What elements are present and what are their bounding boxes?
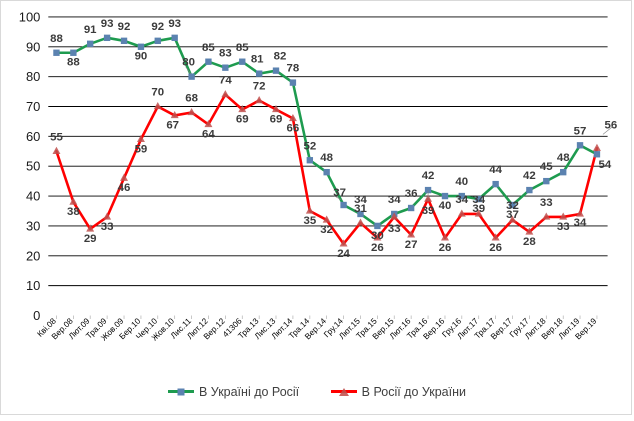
svg-text:31: 31: [354, 203, 367, 215]
svg-text:92: 92: [151, 21, 164, 33]
svg-text:32: 32: [506, 200, 519, 212]
svg-text:44: 44: [489, 164, 502, 176]
svg-text:35: 35: [303, 215, 316, 227]
svg-text:26: 26: [371, 242, 384, 254]
svg-text:10: 10: [26, 278, 40, 293]
svg-text:30: 30: [26, 218, 40, 233]
svg-text:67: 67: [166, 119, 179, 131]
svg-text:54: 54: [599, 159, 612, 171]
svg-text:46: 46: [118, 182, 131, 194]
svg-text:38: 38: [67, 206, 80, 218]
svg-text:69: 69: [270, 113, 283, 125]
svg-text:26: 26: [439, 242, 452, 254]
svg-text:52: 52: [303, 140, 316, 152]
svg-text:64: 64: [202, 128, 215, 140]
svg-text:60: 60: [26, 129, 40, 144]
svg-text:68: 68: [185, 93, 198, 105]
svg-text:24: 24: [337, 248, 350, 260]
svg-text:85: 85: [202, 42, 215, 54]
svg-text:0: 0: [33, 308, 40, 323]
svg-text:28: 28: [523, 236, 536, 248]
svg-text:88: 88: [50, 33, 63, 45]
svg-text:33: 33: [388, 223, 401, 235]
svg-text:70: 70: [151, 87, 164, 99]
svg-text:40: 40: [455, 176, 468, 188]
svg-text:80: 80: [26, 69, 40, 84]
svg-text:100: 100: [19, 9, 41, 24]
svg-text:88: 88: [67, 57, 80, 69]
svg-text:34: 34: [455, 194, 468, 206]
svg-text:32: 32: [320, 224, 333, 236]
svg-text:55: 55: [50, 131, 63, 143]
svg-text:33: 33: [540, 197, 553, 209]
svg-text:83: 83: [219, 48, 232, 60]
svg-text:90: 90: [26, 39, 40, 54]
svg-text:59: 59: [135, 143, 148, 155]
svg-text:36: 36: [405, 188, 418, 200]
svg-text:45: 45: [540, 161, 553, 173]
svg-text:72: 72: [253, 81, 266, 93]
svg-text:85: 85: [236, 42, 249, 54]
svg-text:20: 20: [26, 248, 40, 263]
svg-text:26: 26: [489, 242, 502, 254]
svg-text:90: 90: [135, 51, 148, 63]
svg-text:91: 91: [84, 24, 97, 36]
svg-text:34: 34: [388, 194, 401, 206]
svg-text:48: 48: [557, 152, 570, 164]
svg-text:93: 93: [101, 18, 114, 30]
svg-text:33: 33: [557, 221, 570, 233]
svg-text:93: 93: [168, 18, 181, 30]
svg-text:40: 40: [439, 200, 452, 212]
svg-text:74: 74: [219, 75, 232, 87]
svg-text:92: 92: [118, 21, 131, 33]
svg-text:29: 29: [84, 233, 97, 245]
svg-text:30: 30: [371, 230, 384, 242]
svg-text:27: 27: [405, 239, 418, 251]
svg-text:82: 82: [274, 51, 287, 63]
svg-text:48: 48: [320, 152, 333, 164]
svg-text:80: 80: [182, 57, 195, 69]
svg-text:69: 69: [236, 113, 249, 125]
svg-text:70: 70: [26, 99, 40, 114]
svg-text:57: 57: [574, 125, 587, 137]
svg-text:81: 81: [251, 54, 264, 66]
svg-text:33: 33: [101, 221, 114, 233]
svg-text:56: 56: [605, 119, 618, 131]
svg-text:34: 34: [574, 217, 587, 229]
svg-text:50: 50: [26, 159, 40, 174]
svg-text:66: 66: [287, 122, 300, 134]
svg-text:78: 78: [287, 63, 300, 75]
svg-text:34: 34: [472, 194, 485, 206]
svg-text:42: 42: [422, 170, 435, 182]
svg-text:37: 37: [333, 187, 346, 199]
svg-text:40: 40: [26, 189, 40, 204]
svg-text:39: 39: [422, 205, 435, 217]
svg-text:42: 42: [523, 170, 536, 182]
